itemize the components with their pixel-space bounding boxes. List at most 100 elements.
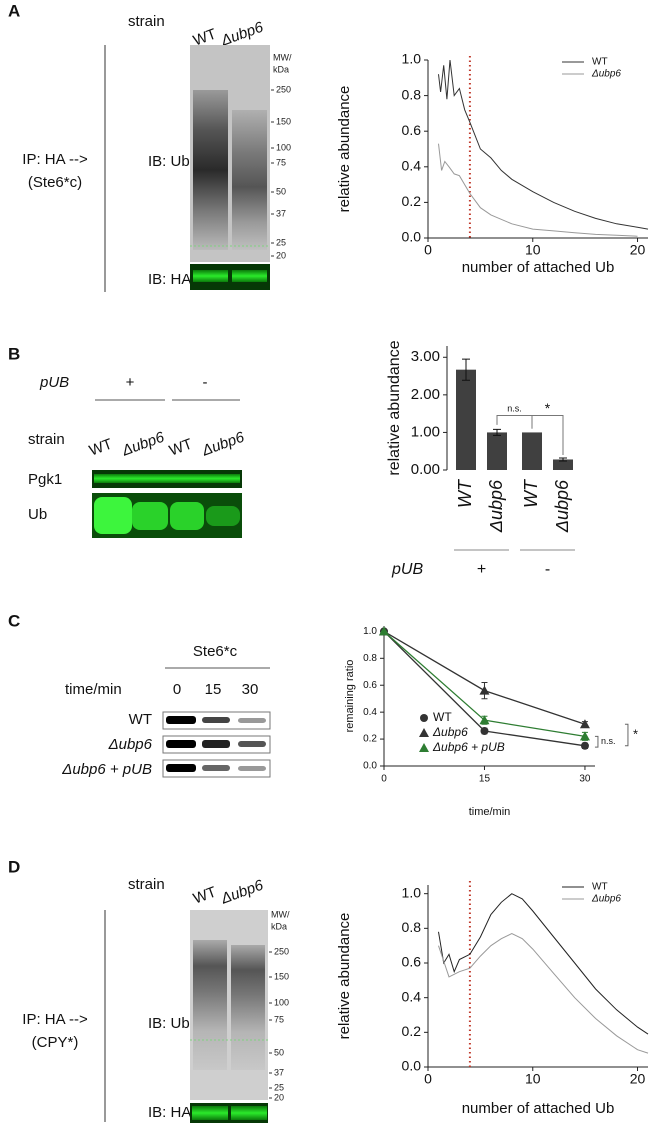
mw-label: 25: [276, 237, 286, 247]
blot-label: IB: HA: [148, 271, 191, 288]
legend-label: WT: [592, 882, 608, 893]
mw-label: 250: [276, 84, 291, 94]
y-tick-label: 2.00: [411, 386, 440, 403]
x-tick-label: 15: [479, 774, 491, 785]
row-label: Δubp6: [108, 736, 153, 753]
legend-label: Δubp6: [432, 725, 468, 739]
annotation: n.s.: [507, 404, 522, 414]
legend-label: Δubp6: [591, 69, 621, 80]
strain-label: strain: [28, 431, 65, 448]
blot-band: [232, 270, 267, 282]
strain-label: strain: [128, 876, 165, 893]
y-tick-label: 3.00: [411, 348, 440, 365]
lane-label: WT: [191, 26, 219, 50]
bracket: [496, 415, 533, 429]
legend-label: Δubp6 + pUB: [432, 740, 505, 754]
panel-letter: C: [8, 611, 20, 630]
blot-band: [94, 497, 132, 534]
blot-band: [238, 766, 266, 771]
mw-markers: 250 150 100 75 50 37 25 20: [271, 84, 291, 260]
mw-header: kDa: [273, 64, 289, 74]
legend-label: WT: [592, 57, 608, 68]
bar: [553, 459, 573, 470]
blot-band: [193, 270, 228, 282]
blot-band: [192, 1106, 228, 1120]
x-tick-label: 20: [630, 242, 646, 258]
mw-label: 100: [276, 142, 291, 152]
data-line: [438, 893, 649, 1035]
y-tick-label: 0.8: [402, 86, 422, 102]
x-axis-label: time/min: [469, 806, 511, 818]
x-tick-label: Δubp6: [552, 479, 572, 533]
lane-label: Δubp6: [218, 876, 266, 907]
blot-label: IB: Ub: [148, 1015, 190, 1032]
blot-band: [170, 502, 204, 530]
y-tick-label: 0.6: [363, 680, 377, 691]
x-tick-label: 20: [630, 1071, 646, 1087]
data-point: [480, 727, 489, 735]
time-label: time/min: [65, 681, 122, 698]
mw-label: 250: [274, 946, 289, 956]
blot-label: Pgk1: [28, 471, 62, 488]
x-tick-label: Δubp6: [486, 479, 506, 533]
y-tick-label: 0.2: [402, 1023, 422, 1039]
mw-label: 50: [274, 1047, 284, 1057]
row-label: Δubp6 + pUB: [61, 761, 152, 778]
bracket: [624, 723, 629, 747]
y-tick-label: 0.2: [363, 734, 377, 745]
x-tick-label: 10: [525, 242, 541, 258]
mw-label: 150: [274, 971, 289, 981]
x-tick-label: 0: [424, 242, 432, 258]
x-tick-label: WT: [521, 478, 541, 508]
legend-label: WT: [433, 710, 452, 724]
data-line: [438, 59, 649, 230]
mw-label: 25: [274, 1082, 284, 1092]
y-tick-label: 0.0: [363, 761, 377, 772]
bar: [487, 432, 507, 470]
y-tick-label: 0.4: [402, 158, 422, 174]
annotation: n.s.: [601, 736, 616, 746]
data-point: [379, 626, 389, 636]
y-tick-label: 0.0: [402, 229, 422, 245]
y-tick-label: 1.00: [411, 423, 440, 440]
x-tick-label: WT: [455, 478, 475, 508]
blot-band: [238, 718, 266, 723]
error-bar: [559, 457, 567, 462]
ip-label: IP: HA -->: [22, 151, 88, 168]
x-tick-label: 0: [381, 774, 387, 785]
mw-label: 37: [276, 208, 286, 218]
y-axis-label: relative abundance: [336, 86, 353, 213]
blot-label: Ub: [28, 506, 47, 523]
pub-label: pUB: [39, 374, 69, 391]
y-tick-label: 0.6: [402, 122, 422, 138]
blot-band: [231, 1106, 267, 1120]
data-point: [420, 714, 428, 722]
mw-label: 50: [276, 186, 286, 196]
mw-header: MW/: [271, 909, 290, 919]
data-point: [419, 743, 429, 752]
mw-header: kDa: [271, 921, 287, 931]
y-axis-label: remaining ratio: [344, 660, 356, 733]
annotation: *: [545, 400, 551, 416]
y-tick-label: 0.8: [363, 653, 377, 664]
blot-band: [202, 740, 230, 748]
pub-state: +: [126, 374, 135, 391]
time-point: 30: [242, 681, 259, 698]
blot-band: [132, 502, 168, 530]
y-tick-label: 1.0: [402, 51, 422, 67]
mw-label: 37: [274, 1067, 284, 1077]
data-point: [419, 728, 429, 737]
x-axis-label: number of attached Ub: [462, 1100, 615, 1117]
pub-state: -: [203, 374, 208, 391]
ip-label: IP: HA -->: [22, 1011, 88, 1028]
data-point: [479, 685, 490, 695]
annotation: *: [633, 726, 638, 741]
lane-label: WT: [87, 436, 115, 460]
x-tick-label: 0: [424, 1071, 432, 1087]
group-label: -: [545, 561, 550, 578]
y-tick-label: 0.4: [402, 988, 422, 1004]
mw-header: MW/: [273, 52, 292, 62]
panel-letter: A: [8, 1, 20, 20]
y-tick-label: 0.6: [402, 954, 422, 970]
